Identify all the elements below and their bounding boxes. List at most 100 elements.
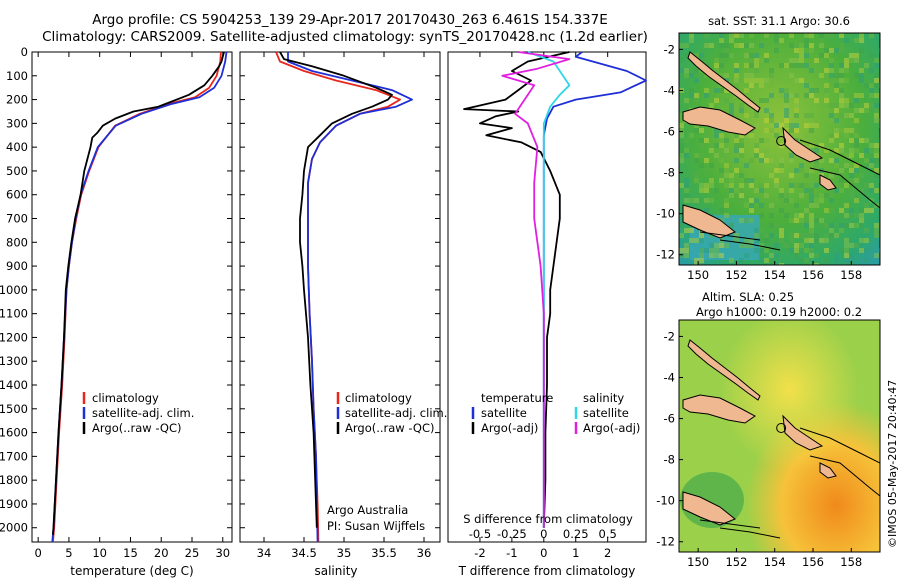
sst-pixel [804, 218, 809, 223]
sst-pixel [859, 33, 864, 38]
sst-pixel [764, 238, 769, 243]
sst-pixel [744, 88, 749, 93]
sst-pixel [759, 203, 764, 208]
sst-pixel [829, 158, 834, 163]
sst-pixel [829, 73, 834, 78]
sst-pixel [849, 223, 854, 228]
sst-pixel [859, 213, 864, 218]
sst-pixel [874, 78, 879, 83]
sst-pixel [779, 88, 784, 93]
sst-pixel [804, 63, 809, 68]
xtick-label: 0 [540, 546, 547, 560]
sst-pixel [739, 198, 744, 203]
sst-pixel [859, 188, 864, 193]
sst-pixel [759, 138, 764, 143]
xtick-label: 20 [154, 546, 169, 560]
xtick-label: 15 [123, 546, 138, 560]
sst-pixel [854, 148, 859, 153]
sst-pixel [859, 223, 864, 228]
sst-pixel [729, 223, 734, 228]
sst-pixel [789, 168, 794, 173]
sst-pixel [734, 138, 739, 143]
sst-pixel [814, 253, 819, 258]
sst-pixel [729, 133, 734, 138]
sst-pixel [734, 168, 739, 173]
sst-pixel [854, 98, 859, 103]
sst-pixel [749, 73, 754, 78]
sst-pixel [859, 48, 864, 53]
sst-pixel [724, 183, 729, 188]
sst-pixel [839, 88, 844, 93]
sst-pixel [744, 78, 749, 83]
sst-pixel [779, 208, 784, 213]
sst-pixel [849, 103, 854, 108]
sst-pixel [699, 188, 704, 193]
sst-pixel [829, 233, 834, 238]
sst-pixel [834, 233, 839, 238]
sst-pixel [694, 68, 699, 73]
sst-pixel [754, 53, 759, 58]
sst-pixel [834, 158, 839, 163]
sst-pixel [859, 108, 864, 113]
sst-pixel [819, 43, 824, 48]
sst-pixel [864, 228, 869, 233]
sst-pixel [829, 103, 834, 108]
sst-pixel [789, 73, 794, 78]
sst-pixel [824, 148, 829, 153]
sst-pixel [679, 248, 684, 253]
sst-pixel [834, 108, 839, 113]
sst-pixel [759, 188, 764, 193]
sst-pixel [829, 68, 834, 73]
sst-pixel [804, 213, 809, 218]
sst-pixel [779, 93, 784, 98]
sst-pixel [714, 68, 719, 73]
sst-pixel [724, 148, 729, 153]
series-line [501, 51, 571, 528]
sst-pixel [684, 193, 689, 198]
sst-pixel [784, 63, 789, 68]
sst-pixel [824, 263, 829, 265]
sst-pixel [814, 148, 819, 153]
sst-pixel [854, 108, 859, 113]
sst-pixel [714, 63, 719, 68]
sst-pixel [809, 198, 814, 203]
sst-pixel [869, 158, 874, 163]
map-xtick-label: 156 [802, 555, 824, 569]
sst-pixel [719, 208, 724, 213]
sst-pixel [799, 243, 804, 248]
sst-pixel [684, 73, 689, 78]
sla-map-title-2: Argo h1000: 0.19 h2000: 0.2 [696, 305, 862, 319]
sst-pixel [839, 188, 844, 193]
sst-pixel [834, 163, 839, 168]
sst-pixel [684, 243, 689, 248]
sst-pixel [709, 248, 714, 253]
sst-pixel [854, 118, 859, 123]
sst-pixel [844, 258, 849, 263]
sst-pixel [819, 198, 824, 203]
sst-pixel [699, 258, 704, 263]
sst-pixel [794, 218, 799, 223]
sst-pixel [819, 128, 824, 133]
sst-pixel [784, 118, 789, 123]
sst-pixel [749, 198, 754, 203]
sst-pixel [869, 143, 874, 148]
map-xtick-label: 154 [764, 555, 786, 569]
sst-pixel [724, 168, 729, 173]
sst-pixel [804, 238, 809, 243]
sst-pixel [829, 58, 834, 63]
sst-pixel [779, 158, 784, 163]
xtick-label: 25 [185, 546, 200, 560]
sst-pixel [809, 228, 814, 233]
ytick-label: 100 [6, 69, 28, 83]
sst-pixel [834, 73, 839, 78]
salinity-yticks [240, 51, 440, 529]
sst-pixel [869, 148, 874, 153]
sst-pixel [699, 163, 704, 168]
sst-pixel [759, 43, 764, 48]
sst-pixel [799, 233, 804, 238]
sst-pixel [774, 243, 779, 248]
sst-pixel [839, 48, 844, 53]
sst-pixel [774, 38, 779, 43]
annotation-pi: PI: Susan Wijffels [327, 519, 425, 533]
